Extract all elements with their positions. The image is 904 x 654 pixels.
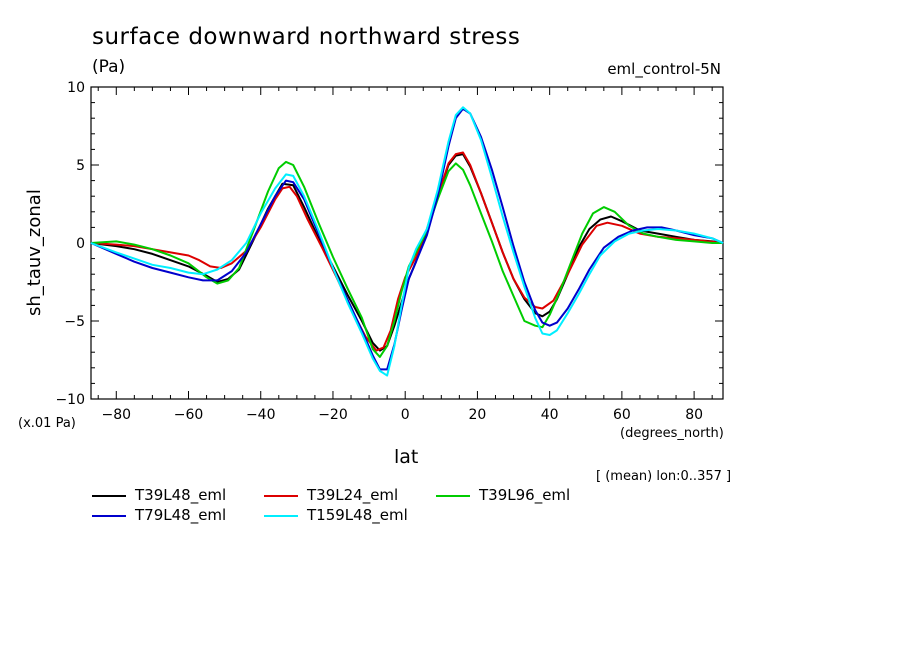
y-tick-label: 10	[67, 80, 85, 96]
x-tick-label: −60	[174, 407, 204, 423]
subset-note: [ (mean) lon:0..357 ]	[596, 469, 732, 484]
x-tick-label: 40	[541, 407, 559, 423]
legend-label: T79L48_eml	[135, 506, 227, 524]
legend-label: T39L96_eml	[479, 486, 571, 504]
plot-frame	[90, 86, 724, 400]
x-tick-label: 80	[685, 407, 703, 423]
legend-swatch	[92, 515, 126, 517]
y-tick-label: 5	[76, 158, 85, 174]
series-line-T39L96_eml	[90, 160, 723, 358]
x-axis-label: lat	[394, 446, 419, 468]
legend-label: T39L24_eml	[307, 486, 399, 504]
legend-swatch	[436, 495, 470, 497]
series-line-T39L48_eml	[90, 153, 724, 352]
y-tick-label: −10	[55, 392, 85, 408]
series-line-T159L48_eml	[90, 106, 724, 377]
legend-label: T39L48_eml	[135, 486, 227, 504]
legend-swatch	[264, 495, 298, 497]
series-line-T79L48_eml	[90, 107, 724, 371]
x-axis-units: (degrees_north)	[620, 426, 724, 441]
y-tick-label: 0	[76, 236, 85, 252]
x-tick-label: 0	[401, 407, 410, 423]
case-label: eml_control-5N	[607, 60, 721, 78]
chart-title: surface downward northward stress	[92, 24, 521, 50]
y-scale-note: (x.01 Pa)	[18, 416, 76, 431]
x-tick-label: −20	[318, 407, 348, 423]
series-line-T39L24_eml	[90, 151, 724, 352]
legend-swatch	[264, 515, 298, 517]
x-tick-label: 20	[469, 407, 487, 423]
legend-swatch	[92, 495, 126, 497]
x-tick-label: −40	[246, 407, 276, 423]
chart-units: (Pa)	[92, 57, 126, 77]
y-tick-label: −5	[64, 314, 85, 330]
legend-label: T159L48_eml	[307, 506, 408, 524]
x-tick-label: 60	[613, 407, 631, 423]
x-tick-label: −80	[102, 407, 132, 423]
